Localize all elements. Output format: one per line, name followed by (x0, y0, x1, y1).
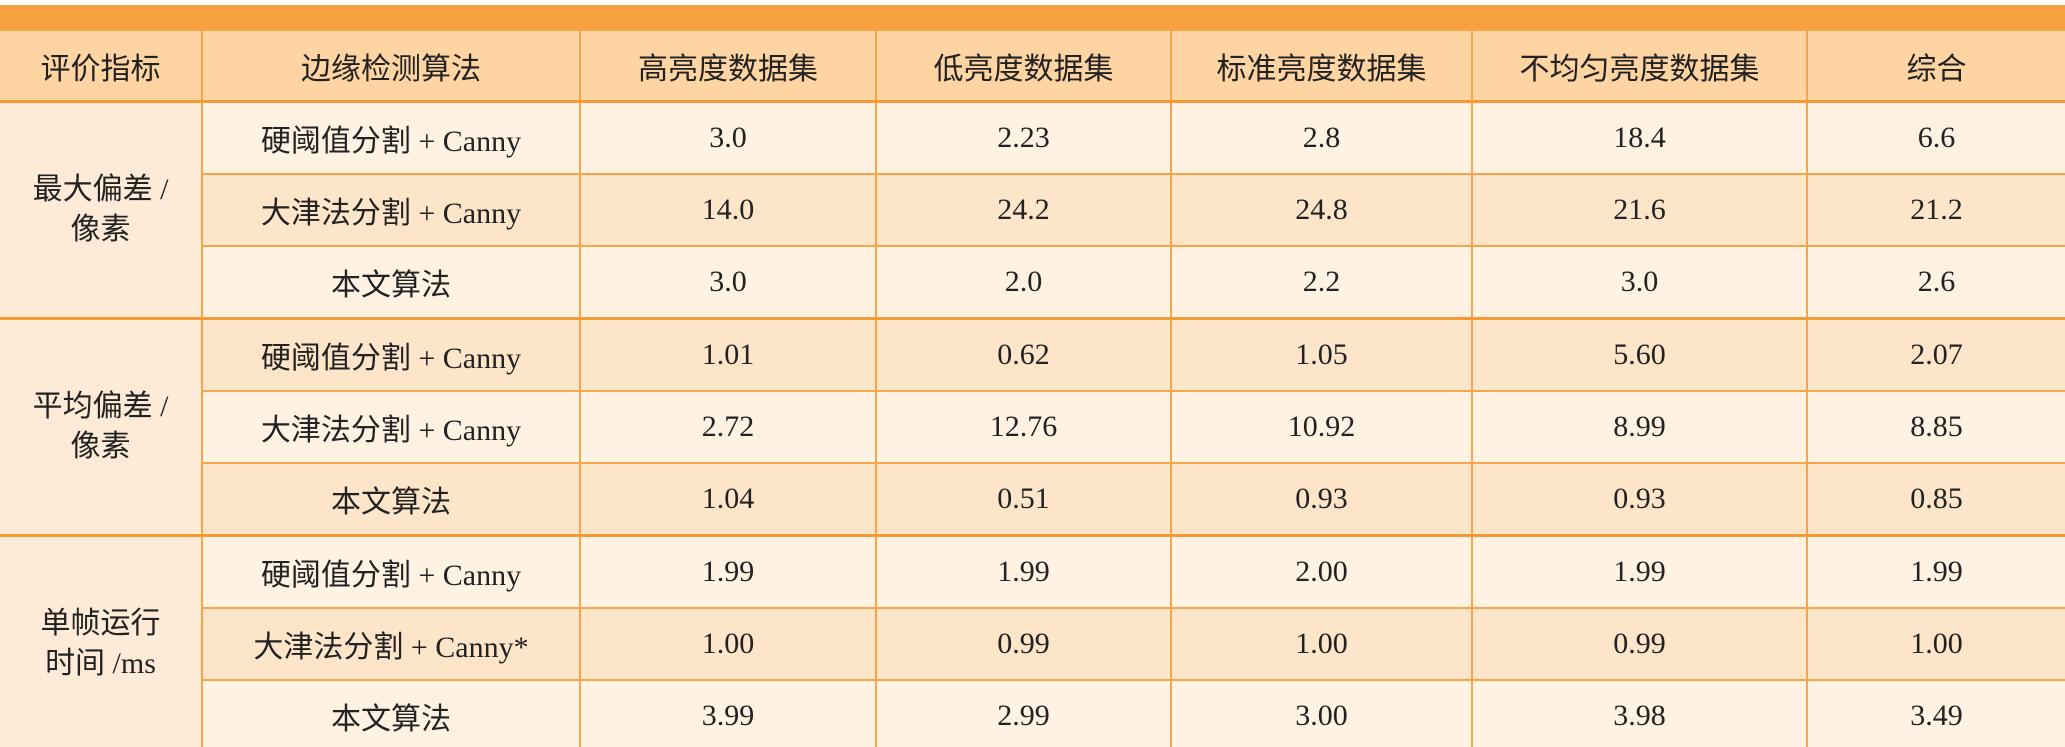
value-cell: 1.99 (1806, 534, 2065, 609)
value-cell: 3.0 (1471, 245, 1808, 320)
column-header: 评价指标 (0, 29, 203, 103)
value-cell: 0.99 (1471, 607, 1808, 681)
table-row: 本文算法 3.99 2.99 3.00 3.98 3.49 (0, 679, 2065, 747)
value-cell: 10.92 (1170, 390, 1473, 464)
algorithm-cell: 硬阈值分割 + Canny (201, 100, 581, 175)
algorithm-cell: 本文算法 (202, 462, 581, 537)
algorithm-cell: 本文算法 (202, 245, 581, 320)
value-cell: 1.01 (579, 317, 877, 392)
value-cell: 8.99 (1471, 390, 1808, 464)
value-cell: 18.4 (1471, 100, 1808, 175)
value-cell: 2.2 (1170, 245, 1473, 320)
value-cell: 6.6 (1806, 100, 2065, 175)
table-row: 大津法分割 + Canny 14.0 24.2 24.8 21.6 21.2 (0, 173, 2065, 247)
value-cell: 2.99 (875, 679, 1172, 747)
metric-cell: 平均偏差 / 像素 (0, 317, 203, 537)
column-header: 高亮度数据集 (579, 29, 877, 103)
value-cell: 24.2 (875, 173, 1172, 247)
value-cell: 2.0 (875, 245, 1172, 320)
table-row: 平均偏差 / 像素 硬阈值分割 + Canny 1.01 0.62 1.05 5.60 2.… (0, 317, 2065, 537)
algorithm-cell: 大津法分割 + Canny (202, 173, 581, 247)
metric-cell: 最大偏差 / 像素 (0, 100, 203, 320)
algorithm-cell: 本文算法 (202, 679, 581, 747)
table-row: 最大偏差 / 像素 硬阈值分割 + Canny 3.0 2.23 2.8 18.4 6.6 (0, 100, 2065, 320)
table-row: 大津法分割 + Canny* 1.00 0.99 1.00 0.99 1.00 (0, 607, 2065, 681)
column-header: 不均匀亮度数据集 (1471, 29, 1808, 103)
column-header: 标准亮度数据集 (1170, 29, 1473, 103)
value-cell: 21.6 (1471, 173, 1808, 247)
value-cell: 3.49 (1806, 679, 2065, 747)
value-cell: 3.00 (1170, 679, 1473, 747)
metric-cell: 单帧运行 时间 /ms (0, 534, 203, 747)
value-cell: 1.00 (579, 607, 877, 681)
value-cell: 0.99 (875, 607, 1172, 681)
value-cell: 2.8 (1170, 100, 1473, 175)
value-cell: 1.00 (1170, 607, 1473, 681)
value-cell: 5.60 (1471, 317, 1808, 392)
value-cell: 3.0 (579, 100, 877, 175)
value-cell: 1.00 (1806, 607, 2065, 681)
column-header: 低亮度数据集 (875, 29, 1172, 103)
value-cell: 8.85 (1806, 390, 2065, 464)
value-cell: 3.98 (1471, 679, 1808, 747)
table-row: 本文算法 1.04 0.51 0.93 0.93 0.85 (0, 462, 2065, 537)
column-header: 综合 (1806, 29, 2065, 103)
table-row: 单帧运行 时间 /ms 硬阈值分割 + Canny 1.99 1.99 2.00 1.99… (0, 534, 2065, 747)
value-cell: 2.00 (1170, 534, 1473, 609)
value-cell: 12.76 (875, 390, 1172, 464)
value-cell: 1.99 (875, 534, 1172, 609)
value-cell: 2.07 (1806, 317, 2065, 392)
top-bar (0, 0, 2065, 29)
value-cell: 0.62 (875, 317, 1172, 392)
table-row: 本文算法 3.0 2.0 2.2 3.0 2.6 (0, 245, 2065, 320)
table-body: 最大偏差 / 像素 硬阈值分割 + Canny 3.0 2.23 2.8 18.4 6.6 大… (0, 100, 2065, 747)
value-cell: 0.85 (1806, 462, 2065, 537)
value-cell: 3.99 (579, 679, 877, 747)
value-cell: 0.51 (875, 462, 1172, 537)
value-cell: 21.2 (1806, 173, 2065, 247)
value-cell: 0.93 (1471, 462, 1808, 537)
algorithm-cell: 大津法分割 + Canny (202, 390, 581, 464)
value-cell: 2.72 (579, 390, 877, 464)
table-row: 大津法分割 + Canny 2.72 12.76 10.92 8.99 8.85 (0, 390, 2065, 464)
value-cell: 24.8 (1170, 173, 1473, 247)
value-cell: 1.99 (1471, 534, 1808, 609)
algorithm-cell: 硬阈值分割 + Canny (201, 317, 581, 392)
value-cell: 0.93 (1170, 462, 1473, 537)
value-cell: 3.0 (579, 245, 877, 320)
algorithm-cell: 硬阈值分割 + Canny (201, 534, 581, 609)
results-table: 评价指标 边缘检测算法 高亮度数据集 低亮度数据集 标准亮度数据集 不均匀亮度数据集 综合 … (0, 29, 2065, 747)
algorithm-cell: 大津法分割 + Canny* (202, 607, 581, 681)
value-cell: 1.05 (1170, 317, 1473, 392)
value-cell: 1.04 (579, 462, 877, 537)
header-row: 评价指标 边缘检测算法 高亮度数据集 低亮度数据集 标准亮度数据集 不均匀亮度数据集 综合 (0, 29, 2065, 103)
column-header: 边缘检测算法 (201, 29, 581, 103)
value-cell: 2.6 (1806, 245, 2065, 320)
value-cell: 14.0 (579, 173, 877, 247)
value-cell: 2.23 (875, 100, 1172, 175)
value-cell: 1.99 (579, 534, 877, 609)
